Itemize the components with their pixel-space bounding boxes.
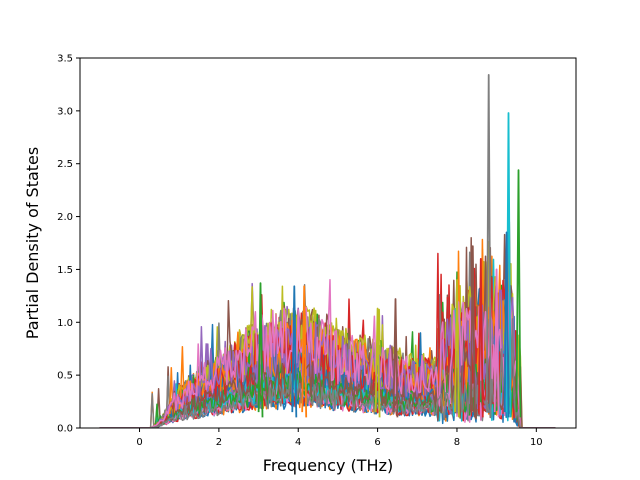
series-group [99,74,556,428]
pdos-peak [493,268,500,418]
x-tick-label: 0 [136,437,142,448]
pdos-peak [257,282,264,418]
y-tick-label: 2.5 [57,159,73,170]
pdos-peak [485,74,492,418]
x-tick-label: 10 [530,437,543,448]
y-tick-label: 1.5 [57,265,73,276]
y-tick-label: 0.0 [57,424,73,435]
pdos-peak [469,245,476,418]
x-tick-label: 2 [216,437,222,448]
y-axis-label: Partial Density of States [23,147,42,339]
pdos-peak [515,169,522,418]
y-tick-label: 0.5 [57,371,73,382]
pdos-peak [477,258,484,418]
x-tick-label: 8 [454,437,460,448]
y-tick-label: 1.0 [57,318,73,329]
y-tick-label: 2.0 [57,212,73,223]
y-tick-label: 3.5 [57,54,73,65]
pdos-peak [392,298,399,418]
pdos-peak [374,307,381,418]
x-tick-label: 6 [374,437,380,448]
x-tick-label: 4 [295,437,301,448]
pdos-peak [454,279,460,418]
plot-frame [79,57,577,429]
pdos-peak [301,285,308,418]
y-tick-label: 3.0 [57,106,73,117]
x-axis: 0 2 4 6 8 10 [136,428,543,448]
x-axis-label: Frequency (THz) [263,456,393,475]
pdos-peak [291,285,298,418]
y-axis: 0.0 0.5 1.0 1.5 2.0 2.5 3.0 3.5 [57,54,80,435]
pdos-peak [503,231,510,418]
